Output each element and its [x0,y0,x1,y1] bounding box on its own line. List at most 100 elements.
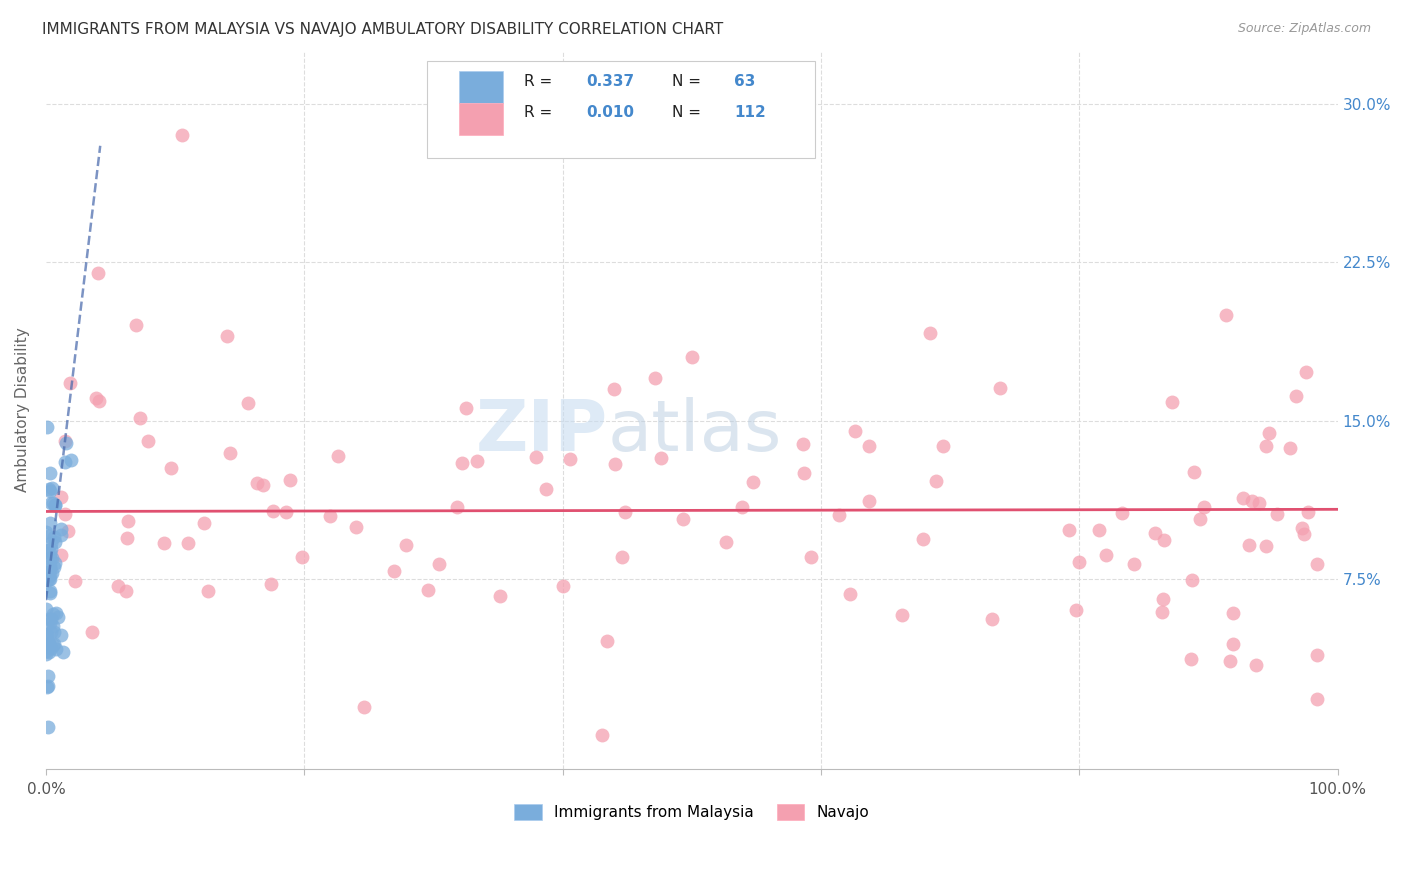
FancyBboxPatch shape [427,62,814,159]
Navajo [1222,637,1244,651]
Text: 0.337: 0.337 [586,74,634,88]
Navajo [560,451,582,466]
Immigrants from Malaysia [38,572,60,586]
FancyBboxPatch shape [460,103,503,135]
Immigrants from Malaysia [44,498,66,512]
Immigrants from Malaysia [38,482,60,496]
Navajo [524,450,547,465]
Immigrants from Malaysia [35,524,58,539]
Immigrants from Malaysia [37,420,59,434]
Navajo [988,381,1011,395]
Navajo [197,584,219,599]
Navajo [1219,654,1241,668]
Text: R =: R = [524,105,557,120]
Immigrants from Malaysia [38,516,60,531]
Navajo [1294,526,1316,541]
Navajo [1295,365,1317,379]
Navajo [1265,508,1288,522]
Navajo [1192,500,1215,515]
Text: N =: N = [672,74,706,88]
Immigrants from Malaysia [35,628,58,642]
Navajo [115,531,138,545]
Navajo [742,475,765,489]
Navajo [591,729,613,743]
Navajo [1240,493,1263,508]
Navajo [1111,506,1133,520]
Immigrants from Malaysia [45,641,67,656]
Navajo [1306,691,1329,706]
Immigrants from Malaysia [39,586,62,600]
Immigrants from Malaysia [37,679,59,693]
Navajo [672,512,695,526]
Navajo [56,524,79,538]
Immigrants from Malaysia [37,720,59,734]
Immigrants from Malaysia [51,627,73,641]
Navajo [918,326,941,341]
Navajo [1258,426,1281,441]
Immigrants from Malaysia [39,536,62,550]
Navajo [793,466,815,480]
Navajo [1153,533,1175,547]
Navajo [1296,505,1319,519]
Navajo [800,549,823,564]
Navajo [107,579,129,593]
Navajo [1064,603,1087,617]
Text: 0.010: 0.010 [586,105,634,120]
Immigrants from Malaysia [44,499,66,513]
Immigrants from Malaysia [35,573,58,587]
Immigrants from Malaysia [38,567,60,582]
Navajo [246,476,269,491]
Navajo [170,128,193,143]
Navajo [844,425,866,439]
Navajo [488,589,510,603]
Navajo [731,500,754,515]
Navajo [980,612,1002,626]
Navajo [912,532,935,546]
Immigrants from Malaysia [44,624,66,639]
Navajo [1237,538,1260,552]
Navajo [603,458,626,472]
Navajo [80,624,103,639]
Navajo [1180,652,1202,666]
Immigrants from Malaysia [39,542,62,557]
Navajo [1278,441,1301,455]
Navajo [125,318,148,333]
Navajo [603,382,626,396]
Immigrants from Malaysia [41,641,63,656]
Text: N =: N = [672,105,706,120]
Navajo [1123,558,1146,572]
Immigrants from Malaysia [44,556,66,570]
Navajo [353,700,375,714]
Navajo [792,436,814,450]
Immigrants from Malaysia [52,645,75,659]
Navajo [1222,606,1244,620]
Immigrants from Malaysia [44,560,66,574]
Navajo [1057,524,1080,538]
Immigrants from Malaysia [41,551,63,566]
Text: ZIP: ZIP [475,397,607,466]
Immigrants from Malaysia [39,624,62,639]
Navajo [650,450,672,465]
Immigrants from Malaysia [38,467,60,481]
Navajo [193,516,215,530]
Navajo [451,456,474,470]
Navajo [276,505,298,519]
Navajo [858,440,880,454]
Navajo [238,395,260,409]
Navajo [1067,555,1090,569]
Navajo [1306,557,1329,571]
Navajo [454,401,477,415]
Navajo [394,538,416,552]
Immigrants from Malaysia [39,572,62,586]
Navajo [1188,512,1211,526]
Text: Source: ZipAtlas.com: Source: ZipAtlas.com [1237,22,1371,36]
Navajo [84,391,107,405]
Navajo [53,434,76,449]
Text: atlas: atlas [607,397,782,466]
Navajo [326,449,349,463]
Navajo [344,519,367,533]
Navajo [416,582,439,597]
Y-axis label: Ambulatory Disability: Ambulatory Disability [15,327,30,492]
Navajo [924,475,946,489]
Navajo [839,587,862,601]
